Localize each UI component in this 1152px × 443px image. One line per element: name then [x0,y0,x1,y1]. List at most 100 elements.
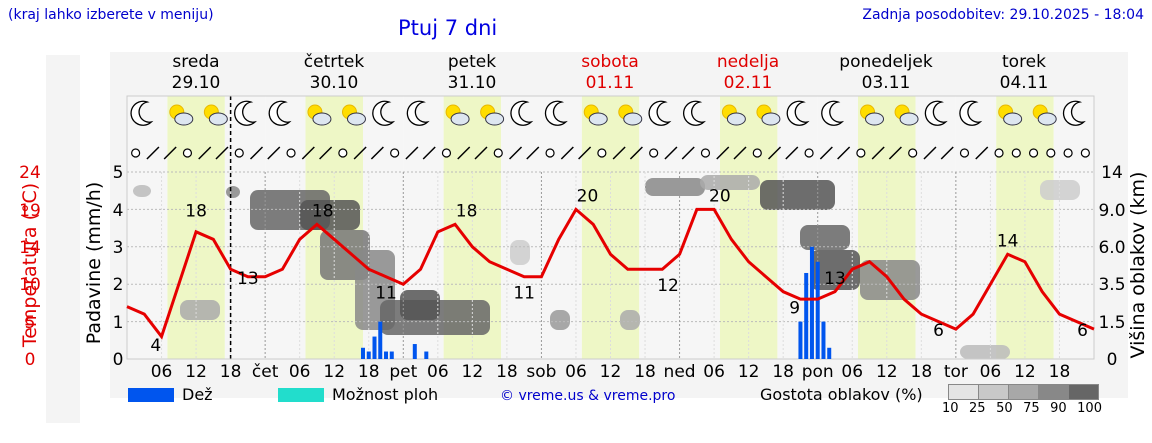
calm-wind-icon [804,148,814,158]
wind-barb-icon [612,146,626,160]
x-tick: 06 [151,362,173,382]
temperature-label: 11 [375,284,397,304]
cloud-height-tick: 6.0 [1098,238,1125,258]
legend-rain: Dež [128,385,213,404]
wind-barb-icon [249,146,264,160]
calm-wind-icon [131,148,141,158]
wind-barb-icon [871,146,885,160]
day-header-4: nedelja 02.11 [688,52,808,94]
temp-tick: 19 [19,201,41,221]
day-header-0: sreda 29.10 [136,52,256,94]
cloud-icon [1037,112,1057,126]
temperature-label: 13 [824,269,846,289]
rain-bar [424,351,429,359]
temperature-label: 9 [789,299,800,319]
wind-barb-icon [508,146,523,160]
x-tick: pon [802,362,834,382]
cloud-height-tick: 9.0 [1098,201,1125,221]
temperature-label: 20 [709,186,731,206]
calm-wind-icon [234,148,244,158]
density-step-label: 50 [996,401,1013,416]
daytime-band [996,96,1054,359]
wind-barb-icon [888,146,902,160]
moon-icon [510,100,534,126]
calm-wind-icon [1011,148,1021,158]
precip-axis-label: Padavine (mm/h) [83,182,105,345]
moon-icon [648,100,672,126]
temperature-label: 13 [237,269,259,289]
x-tick: 06 [565,362,587,382]
location-hint[interactable]: (kraj lahko izberete v meniju) [8,7,214,23]
temperature-line [126,207,1095,340]
cloud-icon [450,112,470,126]
wind-barb-icon [422,146,436,160]
day-header-2: petek 31.10 [412,52,532,94]
moon-icon [786,100,810,126]
wind-barb-icon [578,146,592,160]
wind-barb-icon [474,146,488,160]
calm-wind-icon [1080,148,1090,158]
temperature-label: 11 [513,284,535,304]
density-step-label: 100 [1077,401,1102,416]
cloud-cover-patch [700,175,760,190]
wind-barb-icon [198,146,212,160]
day-name: četrtek [303,52,365,72]
calm-wind-icon [545,148,555,158]
cloud-cover-patch [133,185,151,197]
x-tick: sob [526,362,556,382]
cloud-icon [208,112,228,126]
rain-bar [815,261,820,359]
x-tick: 12 [1014,362,1036,382]
wind-barb-icon [923,146,937,160]
temperature-label: 20 [577,186,599,206]
cloud-cover-patch [180,300,220,320]
calm-wind-icon [493,148,503,158]
calm-wind-icon [752,148,762,158]
wind-barb-icon [405,146,419,160]
wind-barb-icon [664,146,678,160]
x-tick: 18 [772,362,794,382]
cloud-cover-patch [226,186,240,198]
x-tick: 18 [220,362,242,382]
day-name: sobota [581,52,639,72]
last-updated: Zadnja posodobitev: 29.10.2025 - 18:04 [862,7,1144,23]
wind-barb-icon [353,146,367,160]
x-tick: tor [944,362,968,382]
showers-swatch [278,387,324,402]
cloud-cover-patch [400,290,440,320]
temperature-label: 18 [456,201,478,221]
rain-swatch [128,387,174,402]
temperature-label: 6 [1077,321,1088,341]
cloud-cover-patch [550,310,570,330]
moon-icon [268,100,292,126]
calm-wind-icon [908,148,918,158]
density-step-label: 75 [1023,401,1040,416]
x-tick: 06 [427,362,449,382]
calm-wind-icon [182,148,193,158]
day-header-6: torek 04.11 [964,52,1084,94]
wind-barb-icon [733,146,747,160]
day-name: petek [447,52,497,72]
wind-barb-icon [785,146,799,160]
rain-bar [366,351,371,359]
rain-bar [809,246,814,359]
day-header-3: sobota 01.11 [550,52,670,94]
moon-icon [682,100,706,126]
precip-tick: 2 [113,275,124,295]
calm-wind-icon [856,148,866,158]
x-tick: 18 [634,362,656,382]
copyright-link[interactable]: © vreme.us & vreme.pro [500,388,676,404]
density-step-label: 25 [969,401,986,416]
cloud-icon [485,112,505,126]
wind-barb-icon [146,146,160,160]
precip-tick: 0 [113,350,124,370]
rain-bar [804,272,809,359]
moon-icon [406,100,430,126]
day-date: 03.11 [861,73,911,93]
cloud-height-tick: 3.5 [1098,275,1125,295]
cloud-icon [761,112,781,126]
wind-barb-icon [215,146,229,160]
cloud-cover-patch [760,180,835,210]
rain-bar [378,321,383,359]
wind-barb-icon [681,146,695,160]
